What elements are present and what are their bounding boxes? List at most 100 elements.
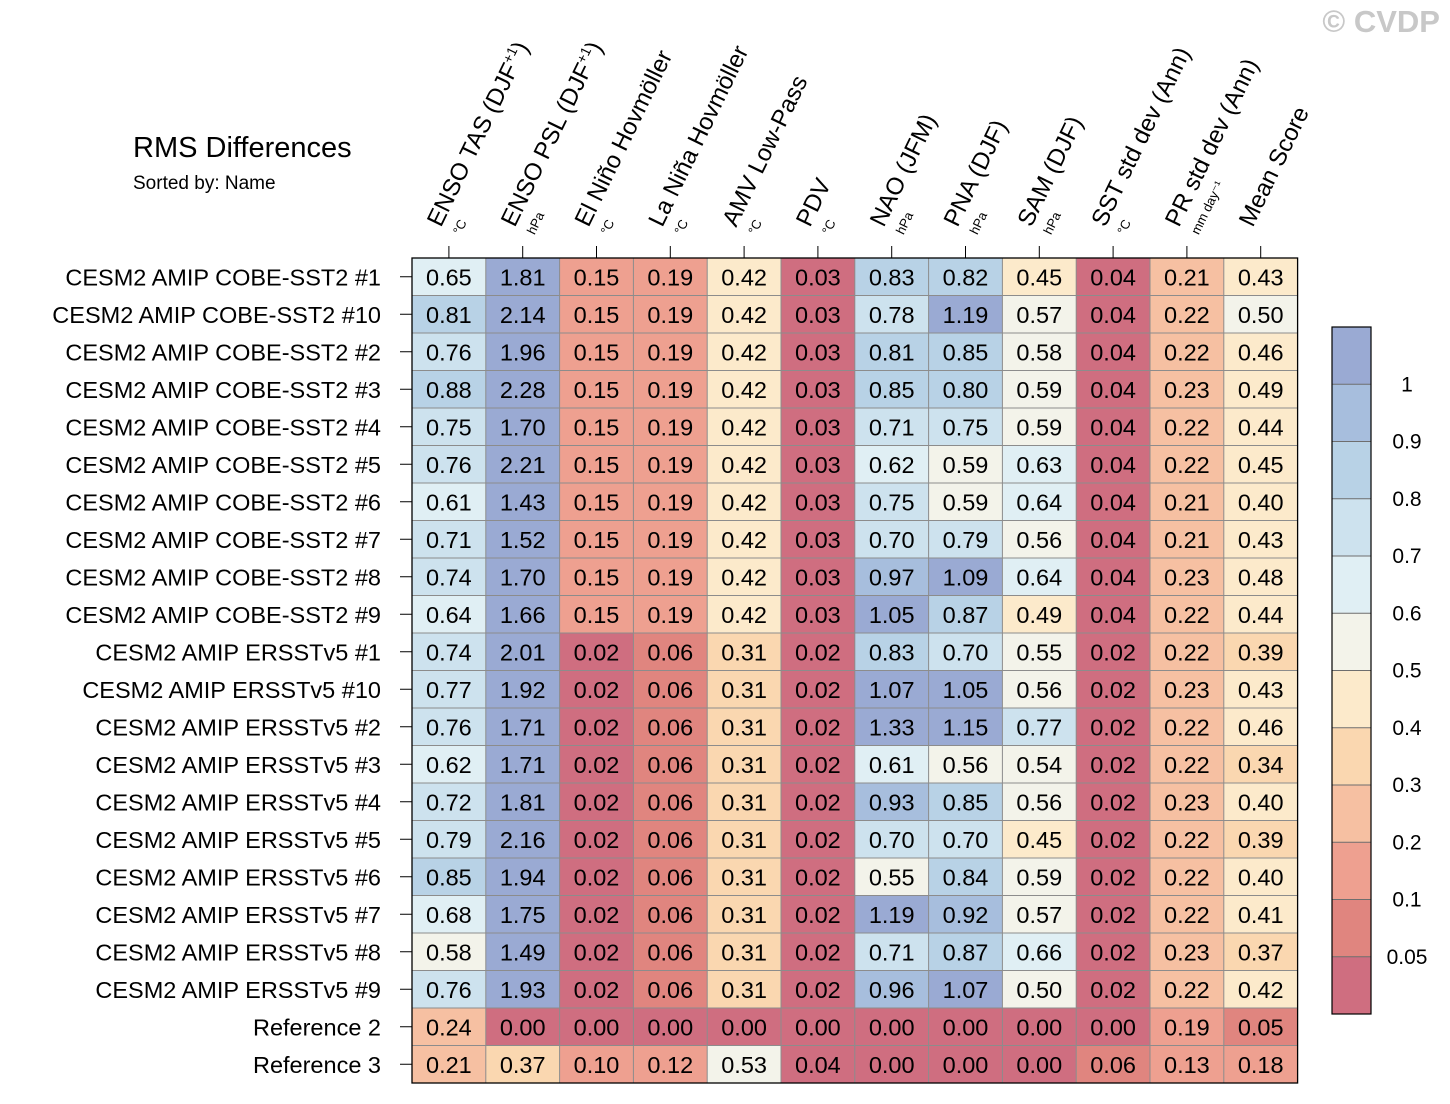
cell-value-label: 0.22	[1164, 339, 1210, 365]
heatmap-cell	[485, 595, 560, 633]
heatmap-cell	[412, 295, 486, 333]
heatmap-cell	[412, 445, 486, 483]
heatmap-cell	[928, 745, 1003, 783]
watermark: © CVDP	[1322, 4, 1440, 39]
heatmap-cell	[1223, 783, 1298, 821]
cell-value-label: 0.06	[647, 939, 693, 965]
cell-value-label: 0.59	[1016, 864, 1062, 890]
cell-value-label: 0.76	[426, 452, 472, 478]
column-header: ENSO TAS (DJF+1)°C	[422, 37, 535, 236]
cell-value-label: 1.81	[500, 264, 546, 290]
heatmap-cell	[633, 558, 708, 596]
cell-value-label: 0.19	[647, 602, 693, 628]
cell-value-label: 0.77	[426, 677, 472, 703]
heatmap-cell	[928, 1008, 1003, 1046]
heatmap-cell	[559, 633, 634, 671]
cell-value-label: 0.65	[426, 264, 472, 290]
cell-value-label: 0.19	[647, 564, 693, 590]
cell-value-label: 0.62	[869, 452, 915, 478]
cell-value-label: 0.79	[943, 527, 989, 553]
row-label: CESM2 AMIP ERSSTv5 #6	[95, 864, 381, 890]
heatmap-cell	[928, 408, 1003, 446]
cell-value-label: 0.18	[1238, 1052, 1284, 1078]
cell-value-label: 0.68	[426, 902, 472, 928]
heatmap-cell	[633, 745, 708, 783]
heatmap-cell	[854, 633, 929, 671]
heatmap-cell	[854, 783, 929, 821]
cell-value-label: 0.02	[574, 977, 620, 1003]
cell-value-label: 0.22	[1164, 827, 1210, 853]
cell-value-label: 0.81	[869, 339, 915, 365]
heatmap-cell	[781, 783, 855, 821]
heatmap-cell	[854, 1045, 929, 1083]
heatmap-cell	[485, 258, 560, 296]
cell-value-label: 0.22	[1164, 714, 1210, 740]
cell-value-label: 0.23	[1164, 939, 1210, 965]
heatmap-cell	[1223, 820, 1298, 858]
heatmap-cell	[485, 370, 560, 408]
cell-value-label: 0.56	[1016, 789, 1062, 815]
heatmap-cell	[1223, 1008, 1298, 1046]
cell-value-label: 0.00	[500, 1014, 546, 1040]
heatmap-cell	[1002, 895, 1077, 933]
heatmap-cell	[1002, 558, 1077, 596]
cell-value-label: 0.06	[647, 789, 693, 815]
heatmap-cell	[928, 595, 1003, 633]
cell-value-label: 0.04	[1090, 452, 1136, 478]
heatmap-cell	[1076, 1045, 1150, 1083]
heatmap-cell	[854, 370, 929, 408]
heatmap-cell	[781, 820, 855, 858]
cell-value-label: 0.31	[721, 864, 767, 890]
column-unit: °C	[819, 217, 839, 237]
heatmap-cell	[412, 520, 486, 558]
heatmap-cell	[1223, 670, 1298, 708]
cell-value-label: 0.45	[1016, 264, 1062, 290]
cell-value-label: 0.74	[426, 639, 472, 665]
cell-value-label: 0.15	[574, 377, 620, 403]
heatmap-cell	[1002, 633, 1077, 671]
colorbar-label: 0.5	[1392, 660, 1421, 683]
heatmap-cells: 0.65 1.81 0.15 0.19 0.42 0.03 0.83 0.82 0.45 0.04…	[412, 258, 1298, 1083]
heatmap-cell	[412, 933, 486, 971]
cell-value-label: 0.06	[647, 714, 693, 740]
heatmap-cell	[1002, 408, 1077, 446]
heatmap-cell	[854, 558, 929, 596]
cell-value-label: 0.23	[1164, 377, 1210, 403]
heatmap-cell	[1150, 1008, 1224, 1046]
row-label: CESM2 AMIP ERSSTv5 #9	[95, 977, 381, 1003]
cell-value-label: 0.55	[869, 864, 915, 890]
heatmap-cell	[1076, 895, 1150, 933]
heatmap-cell	[854, 408, 929, 446]
cell-value-label: 1.75	[500, 902, 546, 928]
cell-value-label: 2.21	[500, 452, 546, 478]
cell-value-label: 0.06	[647, 864, 693, 890]
heatmap-cell	[633, 595, 708, 633]
cell-value-label: 0.00	[1016, 1052, 1062, 1078]
cell-value-label: 0.58	[1016, 339, 1062, 365]
cell-value-label: 0.00	[869, 1052, 915, 1078]
row-label: CESM2 AMIP COBE-SST2 #9	[65, 602, 381, 628]
cell-value-label: 0.44	[1238, 602, 1284, 628]
heatmap-cell	[412, 783, 486, 821]
heatmap-cell	[485, 333, 560, 371]
cell-value-label: 0.06	[647, 752, 693, 778]
cell-value-label: 0.00	[943, 1052, 989, 1078]
heatmap-cell	[781, 520, 855, 558]
cell-value-label: 0.42	[1238, 977, 1284, 1003]
heatmap-cell	[707, 445, 781, 483]
heatmap-cell	[485, 933, 560, 971]
heatmap-cell	[559, 895, 634, 933]
heatmap-cell	[559, 520, 634, 558]
cell-value-label: 0.54	[1016, 752, 1062, 778]
cell-value-label: 1.71	[500, 714, 546, 740]
heatmap-cell	[1076, 670, 1150, 708]
heatmap-cell	[1076, 633, 1150, 671]
cell-value-label: 0.15	[574, 489, 620, 515]
cell-value-label: 0.02	[1090, 677, 1136, 703]
cell-value-label: 1.96	[500, 339, 546, 365]
heatmap-cell	[559, 820, 634, 858]
heatmap-cell	[1223, 1045, 1298, 1083]
heatmap-cell	[1076, 408, 1150, 446]
cell-value-label: 1.94	[500, 864, 546, 890]
cell-value-label: 0.22	[1164, 302, 1210, 328]
